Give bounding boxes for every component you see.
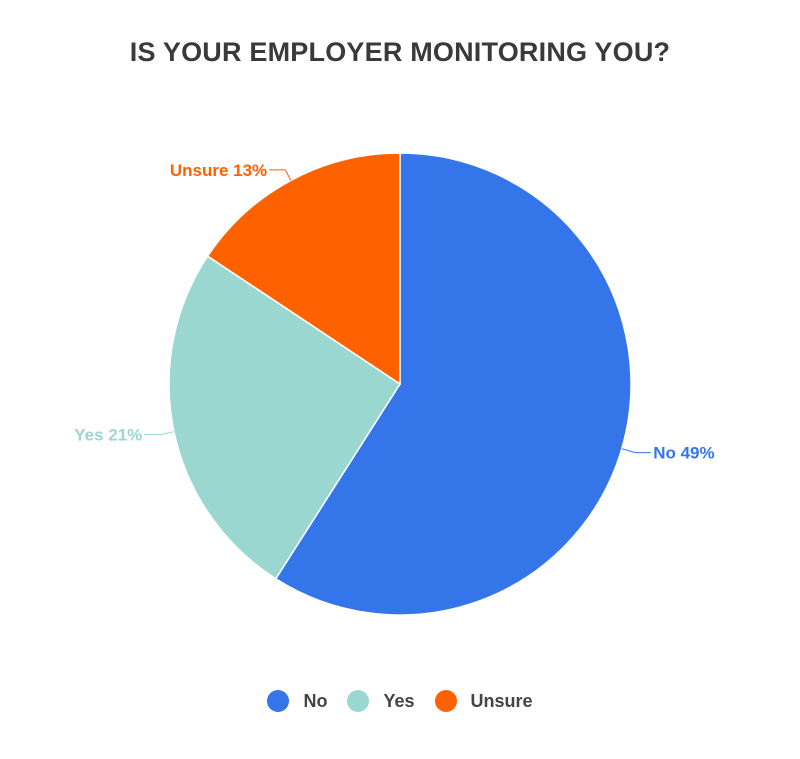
leader-line-yes <box>144 431 175 436</box>
pie-chart: No 49% Yes 21% Unsure 13% <box>74 152 715 616</box>
legend-label-unsure: Unsure <box>470 690 533 711</box>
chart-legend: No Yes Unsure <box>0 690 800 712</box>
legend-item-unsure[interactable]: Unsure <box>434 690 533 712</box>
slice-label-yes: Yes 21% <box>74 426 142 445</box>
legend-item-yes[interactable]: Yes <box>347 690 415 712</box>
legend-label-no: No <box>303 690 328 711</box>
slice-label-unsure: Unsure 13% <box>170 161 267 180</box>
pie-slice-no[interactable] <box>274 152 632 616</box>
leader-line-unsure <box>269 169 292 181</box>
leader-line-no <box>621 448 652 454</box>
pie-slice-yes[interactable] <box>168 255 402 580</box>
legend-swatch-yes <box>347 690 370 712</box>
chart-title: IS YOUR EMPLOYER MONITORING YOU? <box>129 37 671 67</box>
slice-label-no: No 49% <box>653 444 714 463</box>
legend-swatch-unsure <box>434 690 457 712</box>
legend-swatch-no <box>267 690 290 712</box>
legend-label-yes: Yes <box>383 690 415 711</box>
legend-item-no[interactable]: No <box>267 690 327 712</box>
